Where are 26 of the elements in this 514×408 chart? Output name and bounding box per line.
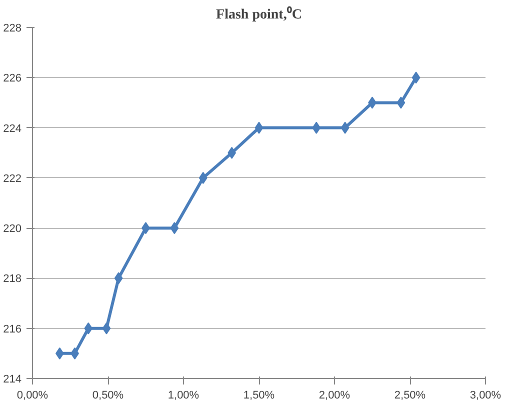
x-tick-label: 2,50% xyxy=(394,390,426,402)
point xyxy=(340,122,350,134)
x-tick-label: 0,50% xyxy=(92,390,124,402)
y-tick-label: 226 xyxy=(3,72,22,85)
point xyxy=(396,96,406,109)
y-tick-label: 218 xyxy=(3,273,22,286)
y-tick-label: 228 xyxy=(3,22,22,34)
chart-title: Flash point,⁰C xyxy=(216,6,302,22)
x-tick-label: 0,00% xyxy=(16,390,48,402)
y-tick-label: 216 xyxy=(3,323,22,336)
y-tick-label: 220 xyxy=(3,223,22,236)
point xyxy=(412,72,420,84)
point xyxy=(102,322,111,334)
y-tick-label: 224 xyxy=(3,122,22,135)
point xyxy=(114,272,123,284)
x-tick-label: 3,00% xyxy=(470,390,502,402)
point xyxy=(312,122,321,134)
point xyxy=(170,222,179,234)
point xyxy=(198,172,208,184)
y-tick-label: 222 xyxy=(3,172,22,185)
x-tick-label: 2,00% xyxy=(318,390,350,402)
point xyxy=(84,322,93,334)
point xyxy=(254,122,264,134)
x-tick-label: 1,00% xyxy=(168,390,200,402)
x-tick-label: 1,50% xyxy=(243,390,275,402)
y-tick-label: 214 xyxy=(3,374,22,386)
